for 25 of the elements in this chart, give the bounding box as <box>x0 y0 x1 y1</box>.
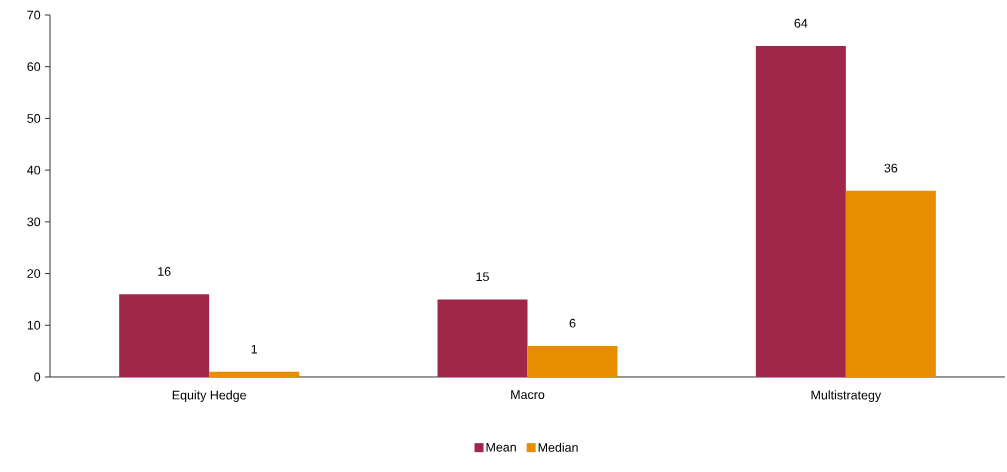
y-tick-label: 50 <box>27 114 41 123</box>
y-tick-label: 20 <box>27 269 41 278</box>
y-tick-label: 60 <box>27 62 41 72</box>
bar <box>437 299 528 377</box>
data-label: 1 <box>251 344 258 354</box>
data-label: 16 <box>158 267 171 276</box>
x-tick-label: Macro <box>511 390 545 400</box>
bar <box>527 345 618 377</box>
y-tick-label: 40 <box>27 165 41 175</box>
y-tick-label: 70 <box>27 10 41 20</box>
y-tick-label: 0 <box>34 372 41 382</box>
data-label: 36 <box>884 163 898 173</box>
x-tick-label: Multistrategy <box>811 390 882 402</box>
bar <box>845 190 936 377</box>
bar <box>755 46 846 377</box>
data-label: 6 <box>569 318 576 328</box>
data-label: 64 <box>794 18 808 28</box>
bar <box>119 294 210 377</box>
data-label: 15 <box>476 272 489 282</box>
bar <box>209 371 300 377</box>
x-tick-label: Equity Hedge <box>172 390 246 402</box>
y-tick-label: 10 <box>27 320 41 330</box>
legend-label: Median <box>538 442 578 452</box>
y-tick-label: 30 <box>27 217 41 227</box>
legend-label: Mean <box>486 442 516 452</box>
